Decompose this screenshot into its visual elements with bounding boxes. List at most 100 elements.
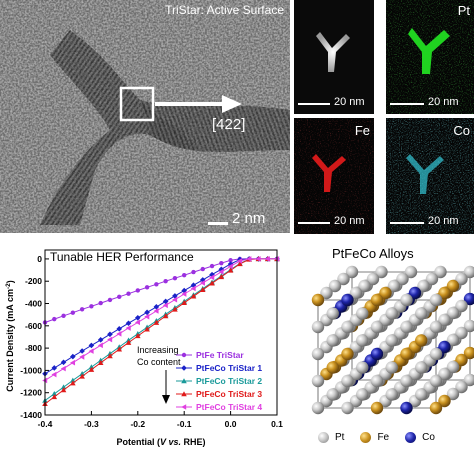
pt-atom (400, 293, 413, 307)
fe-atom (400, 347, 413, 361)
x-tick-label: -0.1 (177, 419, 192, 429)
pt-atom (415, 388, 428, 401)
pt-atom (429, 347, 443, 361)
fe-atom (415, 334, 428, 347)
data-point (61, 313, 66, 318)
data-point (70, 310, 76, 315)
fe-atom (429, 401, 443, 415)
pt-atom (341, 401, 354, 415)
data-point (227, 263, 233, 270)
eds-pt-map (386, 0, 474, 114)
eds-fe-scalebar (298, 222, 330, 224)
data-point (117, 294, 122, 300)
pt-atom (366, 272, 380, 286)
data-point (97, 337, 104, 343)
her-annotation-arrowhead (162, 395, 170, 404)
pt-atom (417, 279, 430, 293)
data-point (264, 256, 270, 262)
pt-atom (455, 326, 468, 340)
pt-atom (345, 265, 359, 279)
series-line-1 (44, 258, 277, 323)
data-point (51, 394, 58, 400)
tem-scalebar-label: 2 nm (232, 210, 266, 227)
fe-atom (326, 361, 339, 374)
pt-atom (425, 272, 439, 286)
data-point (246, 256, 252, 262)
eds-co-map (386, 118, 474, 234)
pt-atom (404, 265, 418, 279)
tem-direction-label: [422] (212, 116, 246, 133)
pt-atom (358, 279, 371, 293)
pt-atom (446, 306, 460, 320)
data-point (70, 359, 76, 366)
her-xlabel: Potential (V vs. RHE) (116, 437, 205, 447)
eds-haadf-scalebar-label: 20 nm (334, 96, 365, 108)
fe-atom (446, 279, 460, 293)
pt-atom (385, 388, 398, 401)
tem-title: TriStar: Active Surface (165, 3, 284, 17)
data-point (172, 306, 178, 312)
data-point (51, 371, 57, 378)
y-tick-label: -1000 (20, 365, 42, 375)
data-point (88, 348, 94, 354)
pt-atom (438, 367, 451, 381)
y-tick-label: -1400 (20, 410, 42, 420)
pt-atom (370, 320, 384, 334)
y-tick-label: -800 (25, 343, 42, 353)
data-point (190, 282, 197, 289)
x-tick-label: -0.3 (84, 419, 99, 429)
fe-atom (311, 293, 325, 307)
data-point (199, 287, 206, 293)
data-point (107, 353, 113, 359)
her-annotation-line1: Increasing (137, 345, 179, 355)
pt-atom (446, 333, 460, 347)
eds-pt-label: Pt (457, 3, 470, 18)
legend-label: PtFeCo TriStar 1 (196, 363, 262, 373)
data-point (162, 298, 169, 305)
x-tick-label: 0.1 (271, 419, 283, 429)
pt-atom (356, 334, 369, 347)
pt-atom (328, 279, 342, 293)
eds-pt-scalebar (390, 103, 424, 105)
crystal-title: PtFeCo Alloys (332, 246, 414, 261)
pt-atom (326, 334, 339, 347)
pt-atom (385, 334, 398, 347)
legend-label: PtFeCo TriStar 3 (196, 389, 262, 399)
data-point (209, 263, 215, 269)
data-point (191, 269, 196, 275)
crystal-structure (311, 265, 474, 415)
eds-co-label: Co (453, 123, 470, 138)
tem-micrograph (0, 0, 290, 233)
fe-atom (438, 394, 451, 408)
fe-atom (370, 293, 384, 307)
eds-fe-label: Fe (354, 123, 370, 138)
data-point (126, 291, 131, 296)
pt-atom (349, 286, 363, 300)
eds-co-panel: Co 20 nm (386, 118, 474, 234)
data-point (144, 326, 150, 332)
data-point (153, 319, 160, 325)
data-point (70, 377, 76, 383)
fe-atom (455, 353, 468, 367)
pt-atom (400, 374, 413, 388)
tem-direction-arrow (222, 95, 242, 113)
her-legend: PtFe TriStar PtFeCo TriStar 1 PtFeCo TriSt… (176, 350, 262, 412)
data-point (181, 378, 187, 384)
pt-atom-swatch (318, 431, 329, 443)
eds-fe-map (294, 118, 374, 234)
data-point (199, 280, 205, 286)
pt-atom (446, 360, 460, 374)
data-point (125, 339, 132, 345)
data-point (107, 297, 113, 303)
fe-atom (341, 347, 354, 361)
data-point (135, 288, 140, 293)
pt-atom (455, 272, 468, 286)
co-atom-swatch (405, 431, 417, 443)
data-point (79, 370, 85, 376)
pt-atom (311, 401, 325, 415)
data-point (60, 384, 67, 390)
data-point (227, 267, 234, 273)
data-point (162, 313, 169, 319)
data-point (181, 404, 187, 410)
eds-haadf-image (316, 32, 350, 72)
